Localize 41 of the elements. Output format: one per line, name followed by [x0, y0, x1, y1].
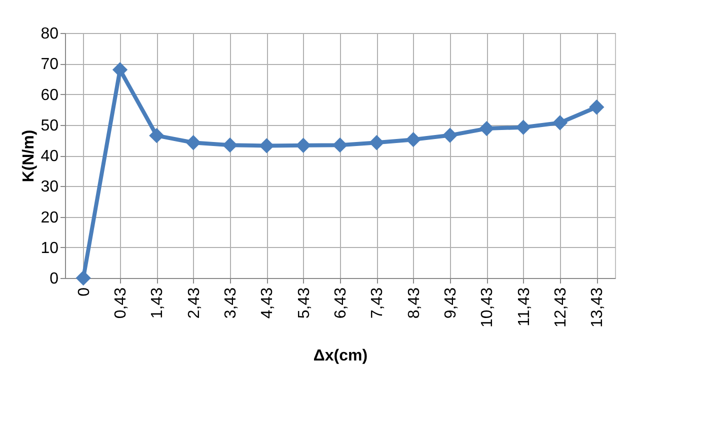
x-tick-label: 11,43 — [516, 287, 533, 326]
x-tick-label: 5,43 — [296, 287, 313, 319]
point — [516, 120, 531, 135]
x-tick-label: 8,43 — [406, 287, 423, 319]
point — [332, 138, 348, 153]
x-tick-label: 10,43 — [479, 287, 496, 328]
x-tick-label: 12,43 — [552, 287, 570, 328]
x-tick-label: 6,43 — [332, 287, 350, 319]
point — [112, 62, 128, 78]
point — [296, 138, 311, 153]
y-tick-label: 0 — [50, 270, 59, 288]
x-tick-label: 4,43 — [259, 287, 276, 319]
point — [76, 270, 91, 286]
y-tick-label: 50 — [40, 117, 59, 134]
x-tick-label: 13,43 — [589, 287, 606, 328]
x-tick-label: 3,43 — [222, 287, 240, 319]
y-tick-label: 20 — [40, 209, 59, 226]
point — [222, 138, 238, 153]
point — [479, 120, 494, 136]
y-tick-label: 40 — [40, 148, 59, 165]
point — [552, 115, 568, 130]
y-tick-label: 10 — [40, 240, 59, 257]
y-tick-label: 60 — [40, 86, 59, 104]
point — [186, 135, 201, 150]
point — [369, 135, 384, 150]
x-tick-label: 7,43 — [369, 287, 386, 319]
y-tick-label: 80 — [40, 26, 59, 42]
x-tick-label: 9,43 — [442, 287, 460, 319]
point — [589, 100, 604, 115]
point — [406, 132, 421, 148]
y-tick-label: 30 — [40, 178, 59, 196]
x-tick-label: 0 — [76, 287, 93, 296]
x-axis-title: Δx(cm) — [313, 348, 368, 365]
point — [442, 128, 458, 143]
point — [259, 138, 274, 154]
x-tick-label: 2,43 — [186, 287, 203, 319]
point — [149, 128, 164, 144]
y-axis-title: K(N/m) — [20, 130, 38, 182]
x-tick-label: 1,43 — [149, 287, 166, 319]
x-tick-label: 0,43 — [112, 287, 130, 319]
y-tick-label: 70 — [40, 56, 59, 74]
